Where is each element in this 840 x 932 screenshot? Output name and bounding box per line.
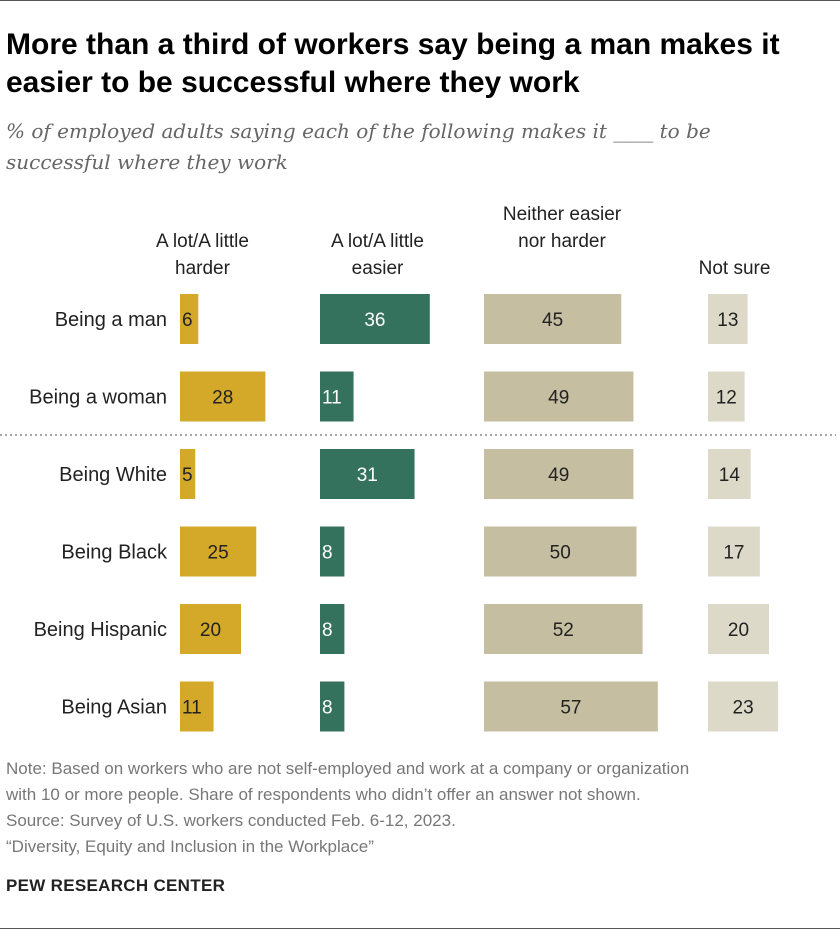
column-header-harder: A lot/A little harder [156, 231, 249, 279]
bar-harder-being-black [180, 526, 257, 577]
bar-neither-being-a-woman [484, 371, 634, 422]
value-label-not-sure-being-a-woman: 12 [716, 388, 737, 409]
chart-area: Being a man 6 36 45 13 Being a woman 28 11 49 12 B… [0, 294, 836, 732]
bar-not-sure-being-hispanic [708, 604, 769, 654]
row-label-being-a-man: Being a man [55, 309, 167, 331]
value-label-harder-being-hispanic: 20 [200, 620, 221, 641]
bar-easier-being-asian [320, 681, 345, 732]
value-label-not-sure-being-white: 14 [719, 465, 741, 486]
value-label-harder-being-a-man: 6 [182, 310, 193, 331]
value-label-easier-being-white: 31 [357, 465, 378, 486]
value-label-easier-being-a-man: 36 [364, 310, 385, 331]
bar-harder-being-hispanic [180, 604, 241, 654]
bar-neither-being-hispanic [484, 604, 643, 654]
value-label-neither-being-a-man: 45 [542, 310, 563, 331]
row-label-being-white: Being White [59, 464, 167, 486]
bar-not-sure-being-asian [708, 681, 779, 732]
column-header-easier: A lot/A little easier [331, 231, 424, 279]
bar-harder-being-white [180, 449, 196, 499]
row-label-being-black: Being Black [61, 542, 168, 564]
value-label-neither-being-white: 49 [548, 465, 569, 486]
value-label-harder-being-asian: 11 [182, 698, 202, 719]
bar-neither-being-white [484, 449, 634, 499]
brand-logo-text: PEW RESEARCH CENTER [6, 876, 226, 895]
bar-not-sure-being-a-man [708, 294, 748, 344]
bar-harder-being-asian [180, 681, 214, 732]
bar-not-sure-being-black [708, 526, 760, 577]
value-label-not-sure-being-black: 17 [723, 543, 744, 564]
value-label-neither-being-a-woman: 49 [548, 388, 569, 409]
note-line: Note: Based on workers who are not self-… [6, 759, 690, 778]
bottom-rule [0, 928, 840, 929]
value-label-harder-being-white: 5 [182, 465, 193, 486]
value-label-not-sure-being-asian: 23 [733, 698, 754, 719]
bar-neither-being-asian [484, 681, 658, 732]
bar-easier-being-a-man [320, 294, 430, 344]
bar-easier-being-a-woman [320, 371, 354, 422]
top-rule [0, 0, 840, 1]
bar-easier-being-black [320, 526, 345, 577]
bar-neither-being-black [484, 526, 637, 577]
report-title-line: “Diversity, Equity and Inclusion in the … [6, 837, 374, 856]
value-label-easier-being-a-woman: 11 [322, 388, 342, 409]
bar-easier-being-hispanic [320, 604, 345, 654]
value-label-neither-being-hispanic: 52 [553, 620, 574, 641]
column-header-neither: Neither easier nor harder [502, 204, 622, 252]
bar-not-sure-being-a-woman [708, 371, 745, 422]
row-label-being-a-woman: Being a woman [29, 387, 167, 409]
row-label-being-asian: Being Asian [61, 697, 167, 719]
value-label-neither-being-asian: 57 [560, 698, 581, 719]
chart-title: More than a third of workers say being a… [6, 28, 780, 99]
row-label-being-hispanic: Being Hispanic [34, 619, 167, 641]
note-line: with 10 or more people. Share of respond… [6, 785, 641, 804]
column-header-not-sure: Not sure [698, 258, 771, 279]
value-label-easier-being-hispanic: 8 [322, 620, 333, 641]
source-line: Source: Survey of U.S. workers conducted… [6, 811, 456, 830]
value-label-neither-being-black: 50 [550, 543, 571, 564]
chart-subtitle: % of employed adults saying each of the … [6, 119, 711, 174]
bar-neither-being-a-man [484, 294, 622, 344]
value-label-not-sure-being-a-man: 13 [717, 310, 738, 331]
value-label-harder-being-black: 25 [208, 543, 229, 564]
value-label-easier-being-asian: 8 [322, 698, 333, 719]
bar-harder-being-a-man [180, 294, 199, 344]
bar-easier-being-white [320, 449, 415, 499]
notes-block: Note: Based on workers who are not self-… [6, 756, 836, 860]
value-label-harder-being-a-woman: 28 [212, 388, 233, 409]
value-label-easier-being-black: 8 [322, 543, 333, 564]
bar-not-sure-being-white [708, 449, 751, 499]
bar-harder-being-a-woman [180, 371, 266, 422]
value-label-not-sure-being-hispanic: 20 [728, 620, 749, 641]
